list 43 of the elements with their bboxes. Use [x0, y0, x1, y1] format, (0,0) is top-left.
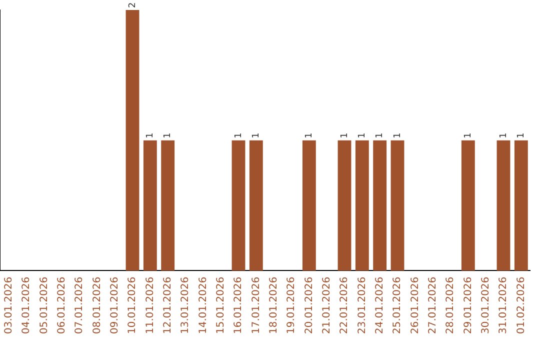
x-tick-label: 13.01.2026 — [180, 276, 192, 334]
x-tick-label: 25.01.2026 — [392, 276, 404, 334]
data-label: 1 — [358, 132, 368, 138]
x-tick-label: 21.01.2026 — [321, 276, 332, 334]
x-tick-label: 26.01.2026 — [410, 276, 421, 334]
x-tick-label: 23.01.2026 — [356, 276, 368, 334]
x-tick-label: 17.01.2026 — [250, 276, 262, 334]
x-tick-label: 29.01.2026 — [462, 276, 474, 334]
data-label: 1 — [516, 132, 527, 138]
x-tick-label: 10.01.2026 — [127, 276, 138, 334]
data-label: 1 — [304, 132, 315, 138]
x-tick-label: 09.01.2026 — [109, 276, 120, 334]
x-tick-label: 15.01.2026 — [215, 276, 226, 334]
x-tick-label: 03.01.2026 — [3, 276, 14, 334]
data-label: 1 — [163, 132, 174, 138]
x-tick-label: 01.02.2026 — [516, 276, 527, 334]
x-tick-label: 14.01.2026 — [198, 276, 209, 334]
data-label: 1 — [234, 132, 244, 138]
x-tick-label: 22.01.2026 — [339, 276, 350, 334]
x-tick-label: 30.01.2026 — [480, 276, 492, 334]
data-label: 1 — [340, 132, 350, 138]
x-tick-label: 20.01.2026 — [304, 276, 315, 334]
x-tick-label: 06.01.2026 — [56, 276, 68, 334]
data-label: 1 — [252, 132, 262, 138]
data-label: 1 — [498, 132, 509, 138]
x-tick-label: 11.01.2026 — [144, 276, 156, 334]
data-label: 2 — [128, 2, 138, 8]
x-tick-label: 18.01.2026 — [268, 276, 280, 334]
x-tick-label: 05.01.2026 — [38, 276, 50, 334]
data-label: 1 — [464, 132, 474, 138]
x-tick-label: 19.01.2026 — [286, 276, 298, 334]
x-tick-label: 07.01.2026 — [74, 276, 86, 334]
x-tick-label: 08.01.2026 — [92, 276, 103, 334]
x-tick-label: 16.01.2026 — [233, 276, 244, 334]
data-label: 1 — [392, 132, 403, 138]
x-tick-label: 27.01.2026 — [427, 276, 438, 334]
x-tick-label: 28.01.2026 — [445, 276, 456, 334]
x-tick-label: 04.01.2026 — [21, 276, 32, 334]
data-label: 1 — [146, 132, 156, 138]
x-tick-label: 24.01.2026 — [374, 276, 386, 334]
x-tick-label: 31.01.2026 — [498, 276, 510, 334]
x-tick-label: 12.01.2026 — [162, 276, 174, 334]
data-label: 1 — [375, 132, 386, 138]
